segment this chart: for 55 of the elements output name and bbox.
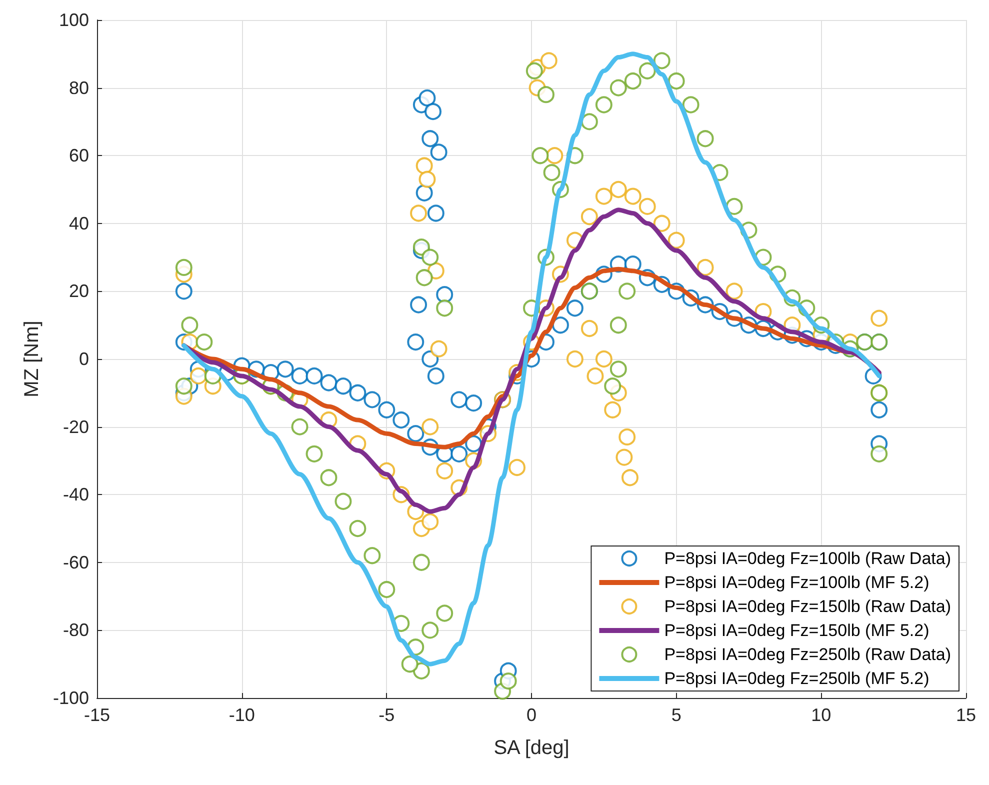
point [653, 214, 670, 232]
point [610, 181, 627, 198]
point [580, 320, 598, 337]
x-tick-label: 10 [811, 705, 832, 725]
x-tick-label: -10 [228, 705, 255, 725]
y-tick-label: -60 [62, 552, 89, 572]
y-tick-label: 40 [68, 213, 89, 234]
y-tick-label: -100 [52, 688, 89, 708]
point [546, 147, 564, 164]
point [638, 198, 656, 215]
legend-label: P=8psi IA=0deg Fz=250lb (MF 5.2) [664, 669, 930, 688]
x-tick-label: 15 [956, 705, 976, 725]
x-tick-label: -15 [84, 705, 110, 725]
point [870, 310, 888, 327]
x-tick-label: 5 [671, 705, 682, 725]
point [668, 232, 685, 249]
point [586, 367, 604, 384]
legend-label: P=8psi IA=0deg Fz=100lb (MF 5.2) [664, 573, 930, 592]
point [422, 418, 439, 436]
point [540, 52, 558, 70]
y-tick-label: 100 [58, 10, 89, 30]
y-tick-label: 80 [68, 78, 89, 98]
legend-label: P=8psi IA=0deg Fz=250lb (Raw Data) [664, 645, 952, 664]
y-tick-label: -40 [62, 484, 89, 505]
x-axis-title: SA [deg] [494, 737, 570, 759]
y-tick-label: 20 [68, 281, 89, 302]
legend-label: P=8psi IA=0deg Fz=100lb (Raw Data) [664, 549, 952, 568]
point [566, 350, 584, 368]
y-tick-label: -20 [62, 416, 89, 437]
point [595, 350, 612, 368]
point [580, 208, 598, 226]
point [595, 188, 612, 205]
legend-label: P=8psi IA=0deg Fz=150lb (MF 5.2) [664, 621, 930, 640]
point [190, 367, 207, 384]
point [618, 428, 636, 446]
point [430, 340, 448, 358]
y-tick-label: 0 [78, 349, 89, 369]
point [726, 282, 743, 300]
point [422, 513, 439, 530]
point [622, 469, 638, 486]
point [416, 157, 433, 174]
point [616, 448, 633, 466]
legend-label: P=8psi IA=0deg Fz=150lb (Raw Data) [664, 597, 952, 616]
point [696, 258, 714, 276]
y-axis-title: MZ [Nm] [21, 320, 43, 398]
point [410, 204, 428, 222]
point [624, 188, 642, 205]
x-tick-label: -5 [378, 705, 395, 725]
point [508, 458, 526, 476]
point [436, 462, 454, 480]
point [604, 401, 622, 418]
x-tick-label: 0 [526, 705, 537, 725]
point [418, 170, 436, 188]
y-tick-label: -80 [62, 620, 89, 640]
y-tick-label: 60 [68, 146, 89, 166]
